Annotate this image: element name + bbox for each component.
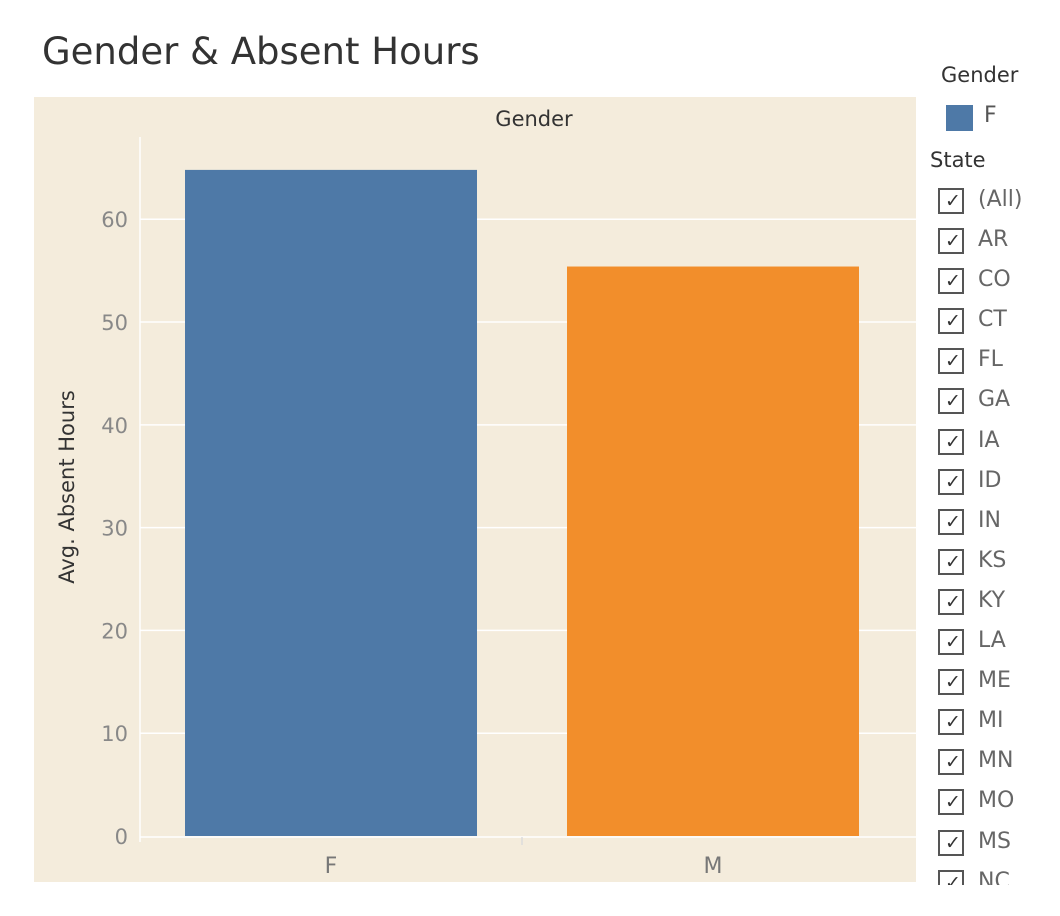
state-filter-label: GA [978, 387, 1011, 413]
state-filter-item[interactable]: ✓ GA [938, 384, 1060, 424]
check-icon: ✓ [945, 350, 961, 373]
state-filter-item[interactable]: ✓ IA [938, 425, 1060, 465]
check-icon: ✓ [945, 270, 961, 293]
state-filter-label: FL [978, 347, 1003, 373]
check-icon: ✓ [945, 470, 961, 493]
checkbox[interactable]: ✓ [938, 789, 964, 816]
checkbox[interactable]: ✓ [938, 388, 964, 415]
state-filter-item[interactable]: ✓ AR [938, 224, 1060, 264]
check-icon: ✓ [945, 430, 961, 453]
state-filter-item[interactable]: ✓ MN [938, 745, 1060, 785]
check-icon: ✓ [945, 590, 961, 613]
state-filter-label: KY [978, 587, 1006, 613]
state-filter-label: AR [978, 227, 1009, 253]
legend-swatch [946, 105, 973, 131]
state-filter-label: KS [978, 547, 1007, 573]
state-filter-item[interactable]: ✓ MO [938, 785, 1060, 825]
state-filter-label: MS [978, 828, 1011, 854]
y-tick-label: 20 [101, 619, 128, 643]
state-filter-item[interactable]: ✓ KS [938, 545, 1060, 585]
check-icon: ✓ [945, 791, 961, 814]
column-header: Gender [495, 107, 573, 131]
state-filter-item[interactable]: ✓ MS [938, 826, 1060, 866]
check-icon: ✓ [945, 510, 961, 533]
state-filter-item[interactable]: ✓ CO [938, 264, 1060, 304]
check-icon: ✓ [945, 310, 961, 333]
state-filter-label: CT [978, 307, 1007, 333]
check-icon: ✓ [945, 831, 961, 854]
y-tick-label: 0 [115, 825, 128, 849]
legend-item-label: F [984, 103, 997, 128]
state-filter-item[interactable]: ✓ ID [938, 465, 1060, 505]
state-filter-label: CO [978, 267, 1011, 293]
x-tick-label: F [325, 854, 338, 879]
bar-f [185, 169, 477, 837]
state-filter-title: State [930, 148, 986, 172]
bar-chart: Gender 0 10 20 30 40 50 60 F M Avg. Absent Hours [55, 107, 916, 879]
check-icon: ✓ [945, 390, 961, 413]
checkbox[interactable]: ✓ [938, 508, 964, 535]
checkbox[interactable]: ✓ [938, 749, 964, 776]
checkbox[interactable]: ✓ [938, 188, 964, 214]
checkbox[interactable]: ✓ [938, 669, 964, 696]
check-icon: ✓ [945, 631, 961, 654]
checkbox[interactable]: ✓ [938, 428, 964, 455]
check-icon: ✓ [945, 871, 961, 885]
y-tick-label: 40 [101, 414, 128, 438]
check-icon: ✓ [945, 190, 961, 212]
state-filter-item[interactable]: ✓ ME [938, 665, 1060, 705]
y-axis-label: Avg. Absent Hours [55, 390, 79, 584]
checkbox[interactable]: ✓ [938, 588, 964, 615]
checkbox[interactable]: ✓ [938, 629, 964, 656]
checkbox[interactable]: ✓ [938, 348, 964, 375]
state-filter-label: MO [978, 788, 1015, 814]
chart-panel: Gender 0 10 20 30 40 50 60 F M Avg. Absent Hours [34, 97, 916, 882]
check-icon: ✓ [945, 711, 961, 734]
state-filter-item[interactable]: ✓ MI [938, 705, 1060, 745]
checkbox[interactable]: ✓ [938, 869, 964, 885]
state-filter-item[interactable]: ✓ KY [938, 585, 1060, 625]
check-icon: ✓ [945, 671, 961, 694]
checkbox[interactable]: ✓ [938, 268, 964, 295]
state-filter-item[interactable]: ✓ CT [938, 304, 1060, 344]
checkbox[interactable]: ✓ [938, 468, 964, 495]
state-filter-label: (All) [978, 187, 1023, 212]
state-filter-list[interactable]: ✓ (All) ✓ AR ✓ CO ✓ CT ✓ FL ✓ GA ✓ IA ✓ ID ✓ IN ✓ KS ✓ KY ✓ LA ✓… [938, 184, 1060, 885]
checkbox[interactable]: ✓ [938, 308, 964, 335]
state-filter-item[interactable]: ✓ NC [938, 866, 1060, 885]
check-icon: ✓ [945, 230, 961, 253]
checkbox[interactable]: ✓ [938, 709, 964, 736]
state-filter-label: IN [978, 507, 1001, 533]
state-filter-item[interactable]: ✓ LA [938, 625, 1060, 665]
state-filter-label: ID [978, 467, 1002, 493]
y-tick-label: 30 [101, 517, 128, 541]
chart-title: Gender & Absent Hours [42, 30, 480, 73]
check-icon: ✓ [945, 550, 961, 573]
state-filter-item[interactable]: ✓ FL [938, 344, 1060, 384]
state-filter-item[interactable]: ✓ IN [938, 505, 1060, 545]
state-filter-label: MN [978, 748, 1014, 774]
y-tick-label: 60 [101, 208, 128, 232]
state-filter-label: ME [978, 668, 1011, 694]
legend-title: Gender [941, 63, 1019, 87]
state-filter-label: LA [978, 628, 1006, 654]
check-icon: ✓ [945, 751, 961, 774]
state-filter-label: NC [978, 868, 1010, 885]
y-tick-label: 10 [101, 722, 128, 746]
y-tick-label: 50 [101, 311, 128, 335]
checkbox[interactable]: ✓ [938, 228, 964, 255]
bar-m [567, 266, 859, 836]
checkbox[interactable]: ✓ [938, 829, 964, 856]
state-filter-label: IA [978, 427, 1000, 453]
state-filter-item[interactable]: ✓ (All) [938, 184, 1060, 224]
state-filter-label: MI [978, 708, 1004, 734]
x-tick-label: M [704, 854, 723, 879]
checkbox[interactable]: ✓ [938, 548, 964, 575]
